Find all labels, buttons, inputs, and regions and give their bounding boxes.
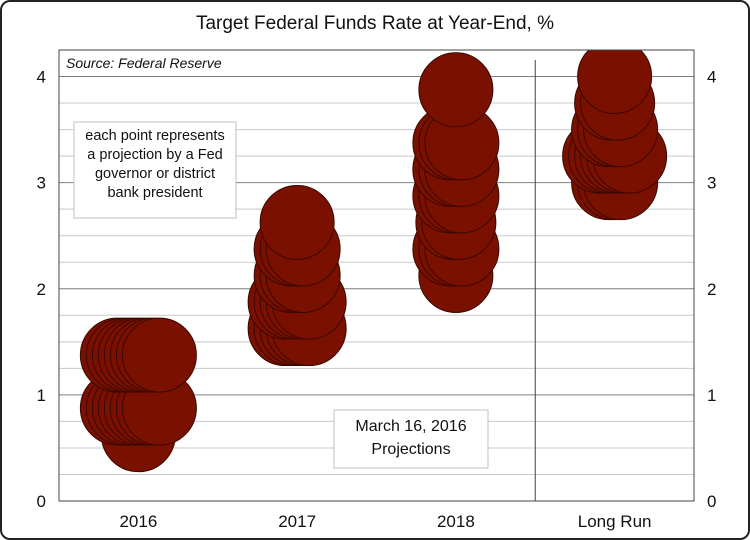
annotations: each point represents a projection by a F… [73,121,489,469]
axes [58,49,695,502]
annotation-box [73,121,237,219]
projection-date-text: Projections [371,441,450,458]
y-tick-label-right: 1 [707,386,716,405]
source-label: Source: Federal Reserve [66,55,222,71]
annotation-text: a projection by a Fed [87,147,222,163]
data-point [577,50,653,115]
data-point [121,317,197,393]
x-tick-label: 2017 [278,512,316,531]
projection-date-box [333,409,489,469]
x-tick-label: 2016 [119,512,157,531]
y-tick-label-right: 4 [707,68,716,87]
plot-border [58,49,695,502]
y-tick-label-left: 2 [37,280,46,299]
data-point [259,184,335,260]
projection-date-text: March 16, 2016 [355,418,466,435]
annotation-text: each point represents [85,128,224,144]
y-tick-label-right: 3 [707,174,716,193]
annotation-text: bank president [107,185,202,201]
annotation-text: governor or district [95,166,215,182]
y-tick-label-left: 4 [37,68,46,87]
tick-labels: 0 0 1 1 2 2 3 3 4 4 2016 2017 2018 Long Run [37,68,717,531]
y-tick-label-right: 2 [707,280,716,299]
data-points [79,50,668,473]
chart-title: Target Federal Funds Rate at Year-End, % [196,13,554,34]
x-tick-label: 2018 [437,512,475,531]
y-tick-label-left: 1 [37,386,46,405]
x-tick-label: Long Run [578,512,652,531]
y-tick-label-right: 0 [707,492,716,511]
data-point [418,52,494,128]
y-tick-label-left: 0 [37,492,46,511]
y-tick-label-left: 3 [37,174,46,193]
